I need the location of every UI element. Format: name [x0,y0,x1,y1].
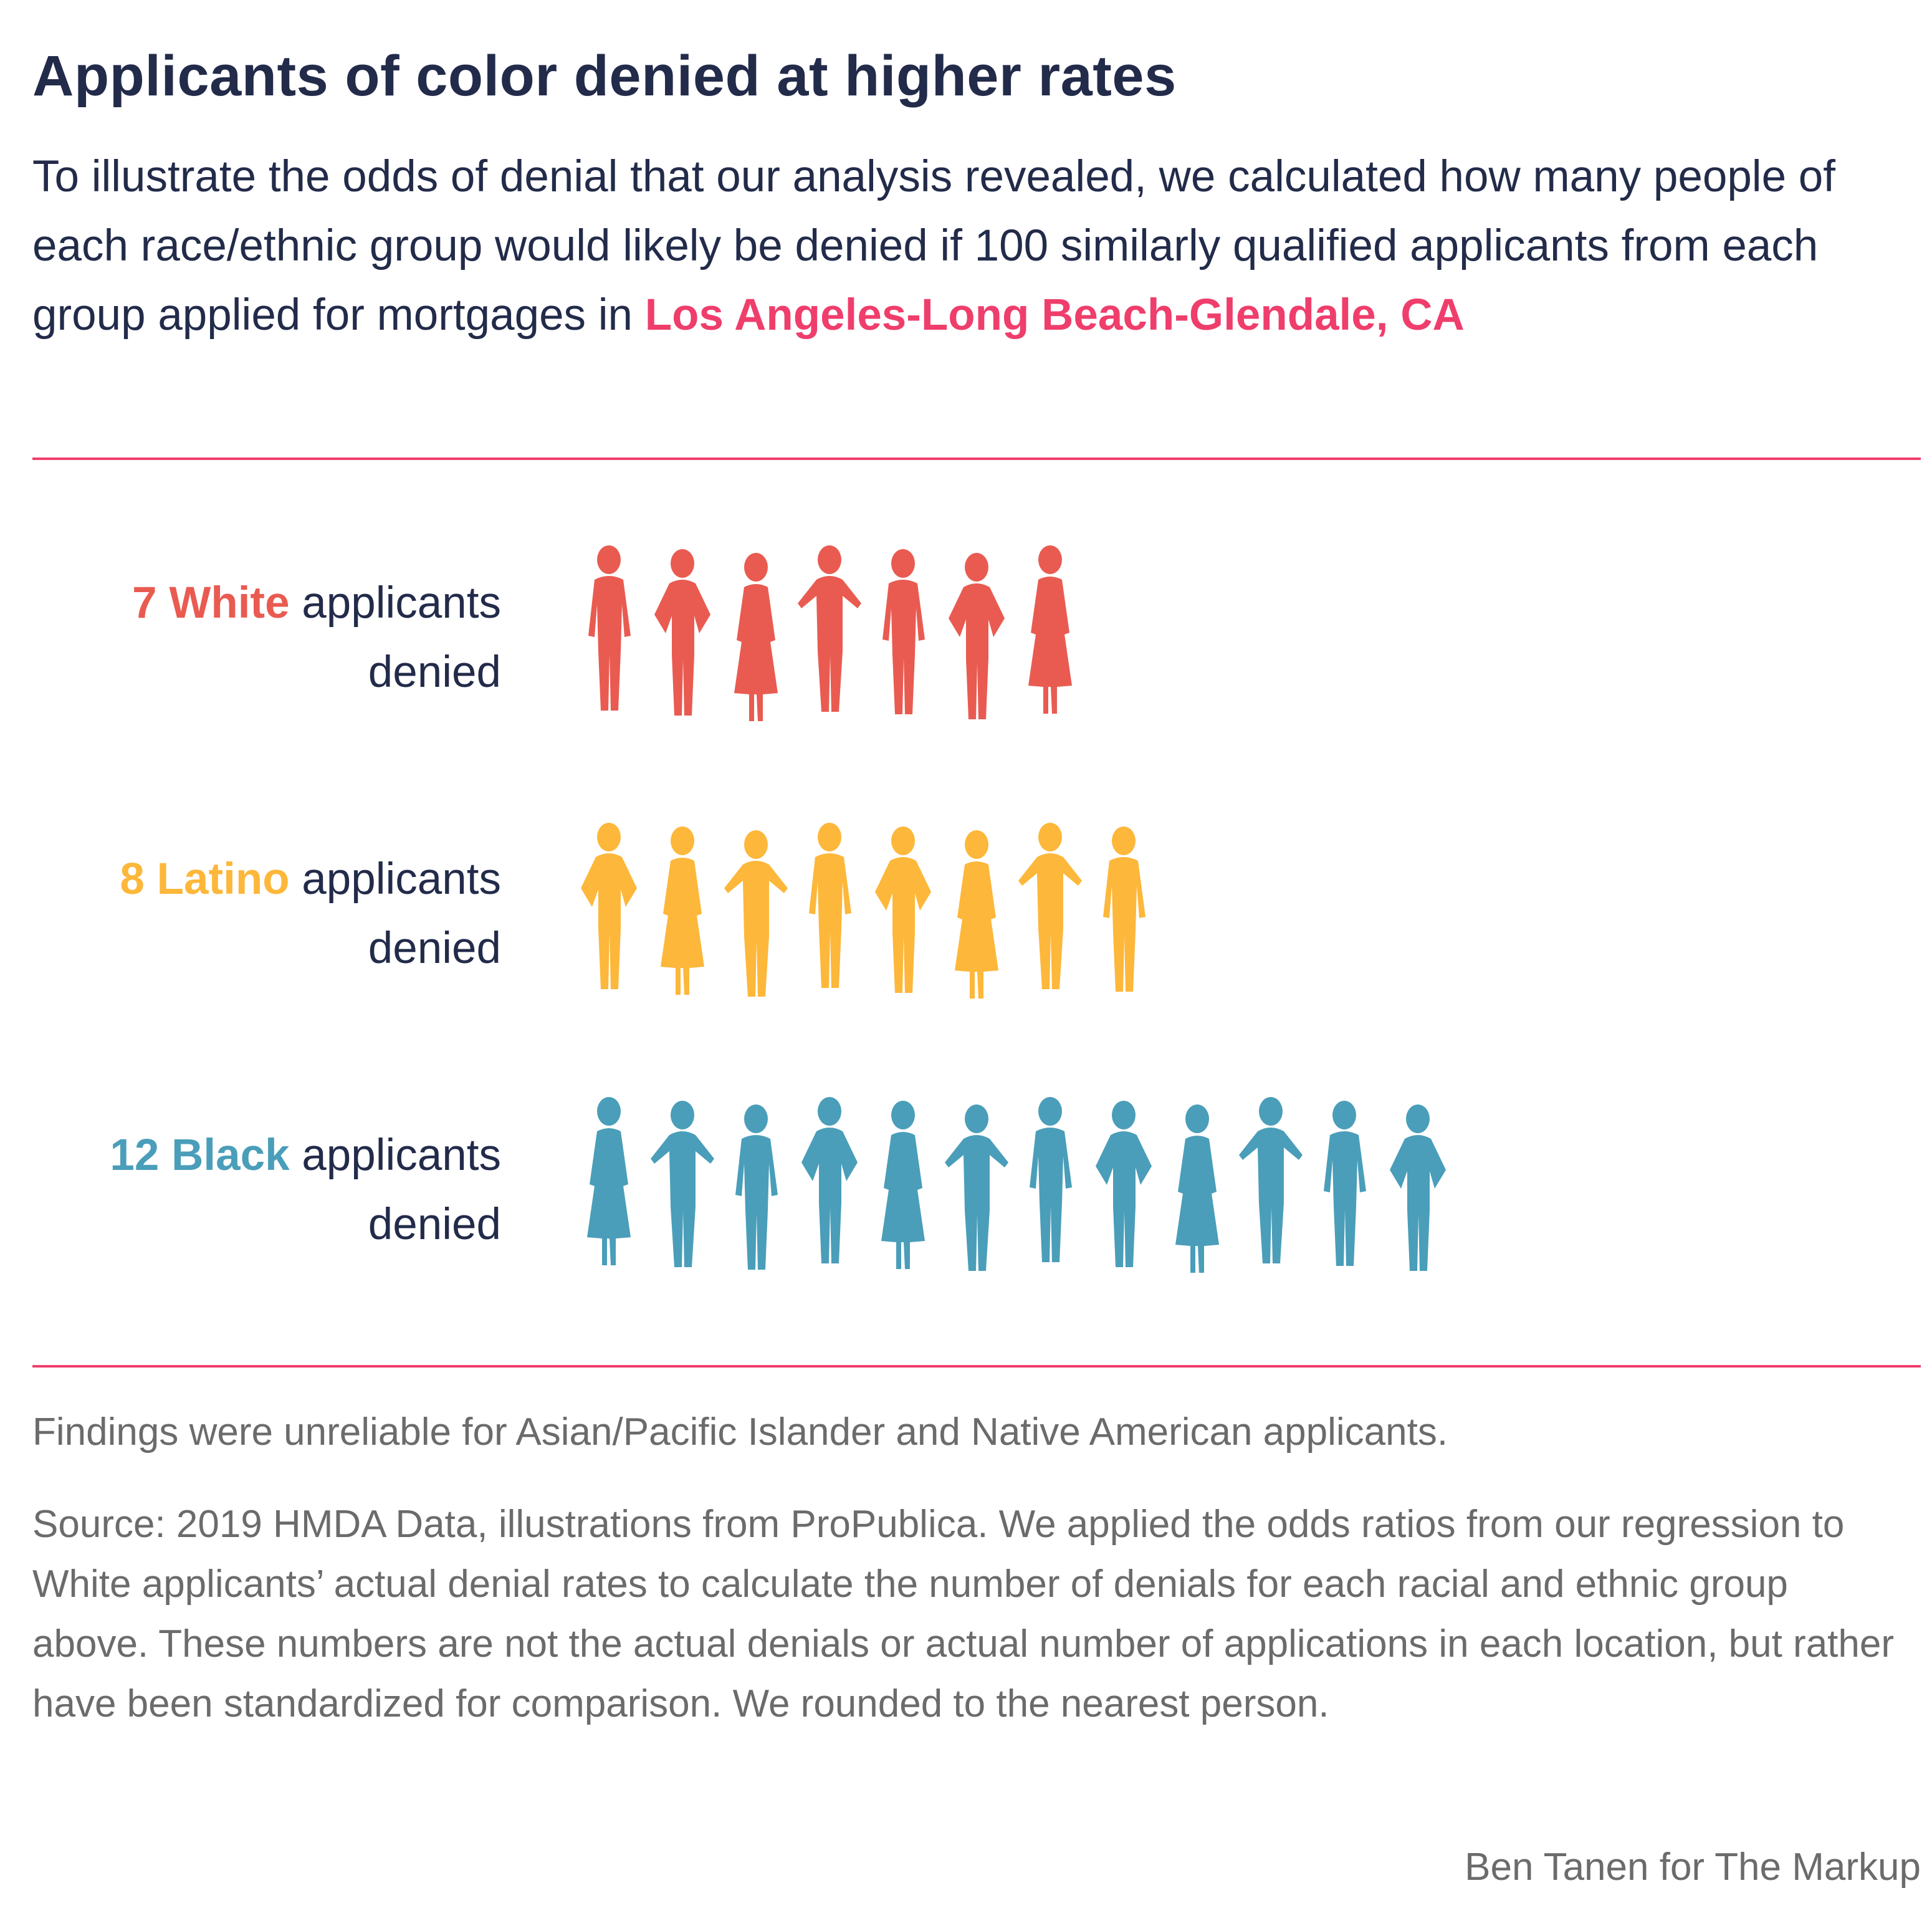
row-line2: denied [368,648,501,697]
person-silhouette-icon [809,823,851,988]
row-count: 8 [120,855,145,904]
chart-intro: To illustrate the odds of denial that ou… [32,142,1902,350]
person-silhouette-icon [588,545,631,711]
row-group: Latino [156,855,290,904]
person-silhouette-icon [1096,1101,1152,1267]
person-silhouette-icon [1239,1097,1303,1263]
person-silhouette-icon [1018,823,1082,989]
person-silhouette-icon [881,1101,925,1269]
person-silhouette-icon [661,826,704,995]
person-silhouette-icon [882,549,925,714]
row-label-black: 12 Black applicants denied [32,1121,501,1259]
row-line2: denied [368,924,501,973]
person-silhouette-icon [875,826,931,993]
person-silhouette-icon [945,1104,1008,1271]
row-suffix: applicants [289,855,501,904]
row-suffix: applicants [289,578,501,628]
bottom-divider [32,1365,1921,1368]
row-count: 12 [110,1131,160,1180]
person-silhouette-icon [1028,545,1072,714]
person-silhouette-icon [1030,1097,1072,1262]
row-group: White [169,578,290,628]
person-silhouette-icon [1103,826,1145,992]
person-silhouette-icon [654,549,710,716]
footnote: Findings were unreliable for Asian/Pacif… [32,1411,1448,1454]
person-silhouette-icon [587,1097,631,1265]
pictogram-figures [581,545,1446,1273]
person-silhouette-icon [651,1101,714,1267]
person-silhouette-icon [949,553,1005,719]
row-group: Black [171,1131,290,1180]
person-silhouette-icon [798,545,861,712]
row-label-white: 7 White applicants denied [32,568,501,707]
person-silhouette-icon [955,830,998,999]
person-silhouette-icon [1390,1104,1446,1271]
person-silhouette-icon [734,553,778,721]
intro-text: To illustrate the odds of denial that ou… [32,152,1836,340]
source-note: Source: 2019 HMDA Data, illustrations fr… [32,1503,1895,1725]
row-label-latino: 8 Latino applicants denied [32,845,501,983]
row-suffix: applicants [289,1131,501,1180]
person-silhouette-icon [1175,1104,1219,1273]
person-silhouette-icon [735,1104,778,1270]
intro-location: Los Angeles-Long Beach-Glendale, CA [644,290,1465,340]
row-count: 7 [132,578,157,628]
top-divider [32,458,1921,460]
person-silhouette-icon [724,830,788,997]
row-line2: denied [368,1200,501,1249]
chart-title: Applicants of color denied at higher rat… [32,44,1177,108]
person-silhouette-icon [1324,1101,1366,1266]
person-silhouette-icon [801,1097,858,1263]
credit: Ben Tanen for The Markup [1465,1846,1921,1889]
person-silhouette-icon [581,823,637,989]
